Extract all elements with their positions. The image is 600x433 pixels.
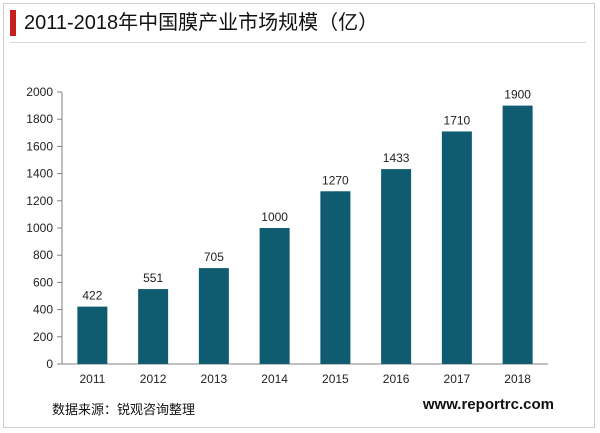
website-link[interactable]: www.reportrc.com [422, 396, 554, 413]
y-tick-label: 1400 [26, 167, 53, 181]
data-label-2018: 1900 [504, 88, 531, 102]
bar-2011 [77, 306, 108, 364]
title-accent-bar [10, 10, 16, 36]
bar-2014 [259, 228, 290, 364]
y-tick-label: 1000 [26, 221, 53, 235]
y-tick-label: 1200 [26, 194, 53, 208]
data-source-note: 数据来源：锐观咨询整理 [52, 402, 196, 417]
data-label-2017: 1710 [444, 113, 471, 127]
data-label-2013: 705 [204, 250, 224, 264]
bar-2013 [198, 268, 229, 364]
bar-2015 [320, 191, 351, 364]
bar-2012 [138, 289, 169, 364]
data-label-2014: 1000 [261, 210, 288, 224]
title-divider [10, 42, 586, 43]
y-tick-label: 0 [46, 357, 53, 371]
y-tick-label: 400 [33, 303, 53, 317]
y-tick-label: 200 [33, 330, 53, 344]
page-title: 2011-2018年中国膜产业市场规模（亿） [24, 12, 379, 34]
y-tick-label: 2000 [26, 85, 53, 99]
x-tick-label: 2012 [140, 372, 167, 386]
y-tick-label: 600 [33, 275, 53, 289]
x-axis: 2011 2012 2013 2014 2015 2016 2017 2018 [62, 363, 548, 386]
data-label-2015: 1270 [322, 173, 349, 187]
y-tick-label: 1600 [26, 139, 53, 153]
bar-2017 [441, 131, 472, 364]
x-tick-label: 2017 [444, 372, 471, 386]
data-label-2011: 422 [82, 289, 102, 303]
bars [77, 105, 533, 364]
y-axis: 0 200 400 600 800 1000 1200 1400 1600 1800 2000 [26, 85, 63, 371]
bar-2016 [381, 169, 412, 364]
data-label-2012: 551 [143, 271, 163, 285]
x-tick-label: 2016 [383, 372, 410, 386]
y-tick-label: 800 [33, 248, 53, 262]
data-label-2016: 1433 [383, 151, 410, 165]
x-tick-label: 2014 [261, 372, 288, 386]
x-tick-label: 2013 [201, 372, 228, 386]
y-tick-label: 1800 [26, 112, 53, 126]
x-tick-label: 2011 [79, 372, 105, 386]
data-labels: 422 551 705 1000 1270 1433 1710 1900 [82, 88, 531, 303]
bar-2018 [502, 105, 533, 364]
x-tick-label: 2018 [504, 372, 531, 386]
x-tick-label: 2015 [322, 372, 349, 386]
